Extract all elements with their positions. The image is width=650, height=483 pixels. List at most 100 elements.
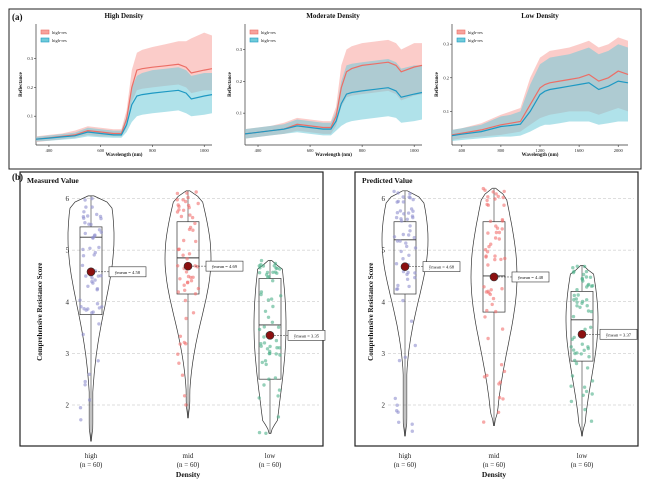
data-point-high <box>392 189 396 194</box>
data-point-high <box>96 359 100 363</box>
spectral-chart-moderate: Moderate Density 400 600 800 1000 0.1 0.2 0.3 Wa… <box>228 12 423 158</box>
data-point-low <box>271 304 275 309</box>
data-point-low <box>580 299 585 304</box>
data-point-mid <box>486 231 490 235</box>
data-point-low <box>581 272 586 277</box>
x-tick-count-mid: (n = 60) <box>177 461 200 469</box>
data-point-low <box>569 345 573 349</box>
data-point-high <box>408 224 412 228</box>
data-point-low <box>259 342 263 346</box>
data-point-mid <box>181 253 185 257</box>
mean-label-box-mid <box>205 260 244 272</box>
y-tick-label: 2 <box>66 402 70 410</box>
data-point-mid <box>500 287 504 291</box>
data-point-high <box>398 209 403 213</box>
data-point-high <box>83 198 87 202</box>
data-point-low <box>263 309 268 313</box>
data-point-mid <box>176 264 180 268</box>
data-point-low <box>268 344 272 349</box>
data-point-high <box>413 271 417 275</box>
chart-title: Low Density <box>521 12 559 20</box>
mean-label-box-low <box>599 328 638 340</box>
data-point-high <box>394 215 399 220</box>
data-point-high <box>395 211 400 215</box>
data-point-mid <box>182 340 186 345</box>
data-point-mid <box>491 190 495 194</box>
data-point-high <box>408 192 412 196</box>
data-point-low <box>575 351 579 355</box>
data-point-low <box>582 264 587 269</box>
data-point-mid <box>497 230 502 235</box>
data-point-high <box>402 212 406 216</box>
data-point-mid <box>486 195 490 199</box>
data-point-low <box>569 384 573 388</box>
data-point-high <box>413 246 418 250</box>
data-point-low <box>571 266 575 270</box>
data-point-high <box>93 233 97 237</box>
data-point-low <box>572 293 576 298</box>
data-point-mid <box>182 283 186 287</box>
data-point-mid <box>186 274 191 279</box>
data-point-high <box>405 217 409 221</box>
data-point-mid <box>194 190 198 194</box>
data-point-low <box>257 327 262 332</box>
x-axis-label: Wavelength (nm) <box>106 153 143 158</box>
data-point-mid <box>186 195 190 200</box>
data-point-low <box>262 335 266 339</box>
data-point-low <box>589 309 594 314</box>
data-point-mid <box>500 327 505 331</box>
data-point-mid <box>486 336 490 341</box>
data-point-mid <box>176 352 180 356</box>
data-point-high <box>79 418 83 422</box>
data-point-high <box>411 197 415 202</box>
data-point-low <box>585 366 590 370</box>
legend-swatch <box>40 37 50 43</box>
x-axis-label: Wavelength (nm) <box>522 153 559 158</box>
data-point-low <box>271 270 275 274</box>
data-point-high <box>393 396 397 401</box>
x-tick-label-low: low <box>265 452 276 460</box>
spectral-chart-high: High Density 400 600 800 1000 0.1 0.2 0.3 Wavele… <box>19 12 213 158</box>
data-point-high <box>82 307 86 311</box>
data-point-mid <box>190 215 195 220</box>
y-tick-label: 0.3 <box>236 47 242 52</box>
data-point-high <box>90 276 94 280</box>
data-point-high <box>401 257 405 261</box>
chart-title: Moderate Density <box>306 12 360 20</box>
series-band-0 <box>36 32 212 143</box>
violin-chart-predicted: Predicted Value 2 3 4 5 6 Comprehensive Resist… <box>362 176 638 479</box>
data-point-mid <box>186 203 191 208</box>
spectral-chart-low: Low Density 400 800 1200 1600 2000 0.1 0.2 0.3 Wa… <box>435 12 629 158</box>
data-point-mid <box>500 219 505 223</box>
data-point-mid <box>189 279 194 283</box>
series-line-1 <box>244 87 423 135</box>
x-tick-label: 2000 <box>614 148 624 153</box>
data-point-low <box>575 264 579 268</box>
data-point-low <box>588 275 593 279</box>
data-point-low <box>257 271 262 275</box>
data-point-low <box>573 358 577 363</box>
x-tick-label: 600 <box>307 148 315 153</box>
data-point-low <box>590 392 594 396</box>
legend-swatch <box>456 29 466 35</box>
y-tick-label: 0.1 <box>443 109 449 114</box>
legend-swatch <box>456 37 466 43</box>
data-point-mid <box>195 265 199 269</box>
data-point-mid <box>494 309 498 314</box>
data-point-mid <box>183 199 188 204</box>
data-point-mid <box>183 288 187 292</box>
x-tick-count-low: (n = 60) <box>259 461 282 469</box>
data-point-high <box>99 230 104 234</box>
data-point-mid <box>493 257 497 262</box>
data-point-low <box>275 266 279 271</box>
data-point-low <box>270 320 275 324</box>
data-point-mid <box>177 208 181 212</box>
data-point-high <box>394 262 399 266</box>
panel-b-label: (b) <box>12 172 23 182</box>
data-point-mid <box>187 252 192 256</box>
chart-title: High Density <box>104 12 144 20</box>
data-point-low <box>278 267 282 271</box>
data-point-mid <box>497 395 502 400</box>
violin-chart-measured: Measured Value 2 3 4 5 6 Comprehensive Resista… <box>27 176 326 479</box>
y-tick-label: 5 <box>382 247 386 255</box>
